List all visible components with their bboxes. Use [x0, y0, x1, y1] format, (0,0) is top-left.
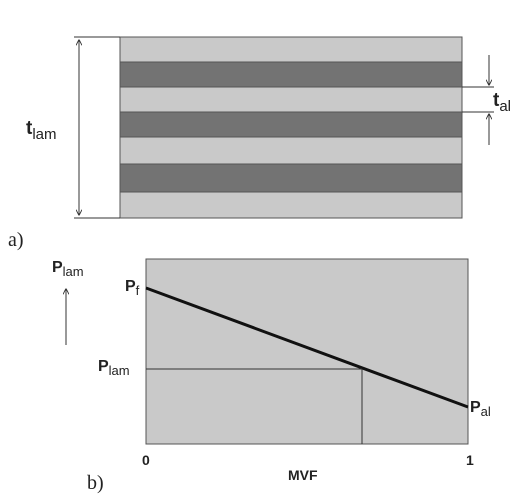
- pal-label: Pal: [470, 399, 491, 419]
- x-axis-label: MVF: [288, 467, 318, 483]
- layer-1-light: [119, 36, 463, 63]
- layer-4-dark: [119, 111, 463, 138]
- layer-5-light: [119, 136, 463, 165]
- plam-label-sub: lam: [109, 363, 130, 378]
- layer-6-dark: [119, 163, 463, 193]
- x-tick-0: 0: [142, 452, 150, 468]
- panel-a-label: a): [8, 229, 24, 251]
- y-axis-label-sub: lam: [63, 264, 84, 279]
- layer-2-dark: [119, 61, 463, 88]
- tal-label: tal: [493, 90, 511, 115]
- layer-3-light: [119, 86, 463, 113]
- panel-b-label: b): [87, 472, 104, 494]
- property-line: [145, 286, 469, 409]
- layer-7-light: [119, 191, 463, 219]
- pf-label: Pf: [125, 278, 140, 298]
- panel-b: Plam Pf Plam Pal 0 1 MVF b): [52, 258, 491, 494]
- panel-a: tlam tal a): [8, 36, 511, 251]
- plot-area: [145, 258, 469, 445]
- tlam-label: tlam: [26, 118, 57, 143]
- x-tick-1: 1: [466, 452, 474, 468]
- pal-label-sub: al: [481, 404, 491, 419]
- tal-label-sub: al: [499, 98, 511, 115]
- pf-label-sub: f: [136, 283, 140, 298]
- tlam-label-sub: lam: [32, 126, 56, 143]
- y-axis-label: Plam: [52, 259, 84, 279]
- plam-label: Plam: [98, 358, 130, 378]
